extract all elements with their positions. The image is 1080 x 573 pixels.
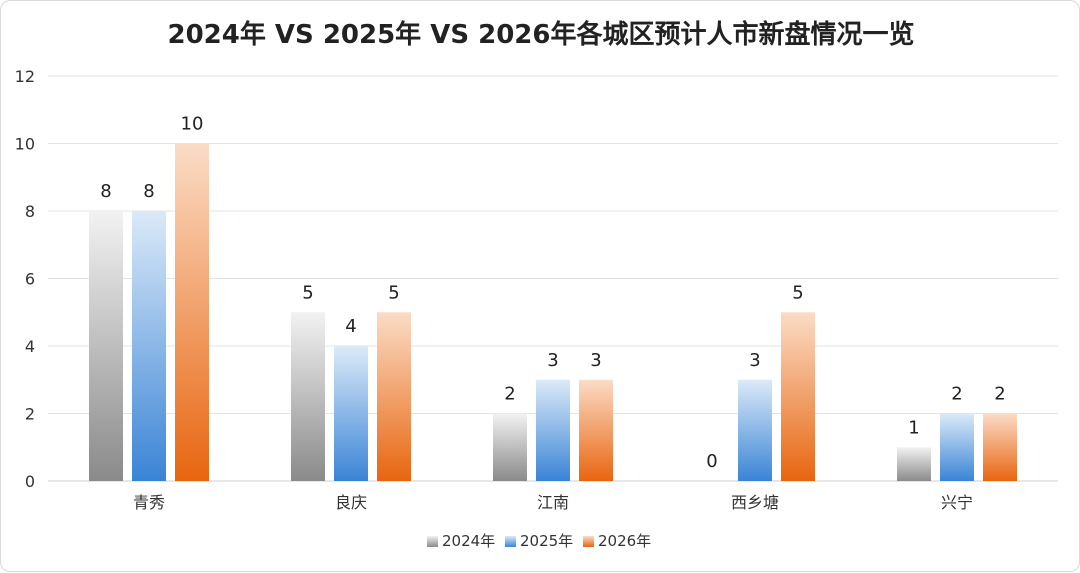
bar-2024年-青秀: [89, 211, 123, 481]
data-label: 2: [951, 384, 962, 405]
data-label: 2: [504, 384, 515, 405]
y-tick-label: 10: [15, 135, 35, 154]
x-axis-categories: 青秀 良庆 江南 西乡塘 兴宁: [133, 493, 973, 512]
bar-2026年-良庆: [377, 312, 411, 481]
legend: 2024年 2025年 2026年: [427, 532, 651, 550]
bar-2025年-良庆: [334, 346, 368, 481]
x-category-label: 江南: [537, 493, 569, 512]
x-category-label: 西乡塘: [731, 493, 779, 512]
legend-label: 2026年: [598, 532, 651, 550]
bar-2025年-青秀: [132, 211, 166, 481]
y-tick-label: 2: [25, 405, 35, 424]
bar-2026年-兴宁: [983, 413, 1017, 481]
data-labels: 8 8 10 5 4 5 2 3 3 0 3 5 1 2 2: [100, 114, 1005, 473]
data-label: 0: [706, 451, 717, 472]
data-label: 5: [302, 282, 313, 303]
data-label: 5: [792, 282, 803, 303]
data-label: 8: [100, 181, 111, 202]
data-label: 4: [345, 316, 356, 337]
data-label: 2: [994, 384, 1005, 405]
x-category-label: 青秀: [133, 493, 165, 512]
bar-2024年-良庆: [291, 312, 325, 481]
bar-2024年-兴宁: [897, 447, 931, 481]
legend-swatch-2025年: [505, 536, 516, 547]
legend-label: 2025年: [520, 532, 573, 550]
y-tick-label: 8: [25, 202, 35, 221]
x-category-label: 良庆: [335, 493, 367, 512]
data-label: 10: [181, 114, 204, 135]
gridlines: [48, 75, 1058, 482]
bar-2024年-江南: [493, 413, 527, 481]
bar-series: [89, 143, 1017, 481]
data-label: 5: [388, 282, 399, 303]
bar-2026年-西乡塘: [781, 312, 815, 481]
legend-label: 2024年: [442, 532, 495, 550]
bar-2025年-江南: [536, 379, 570, 481]
legend-swatch-2024年: [427, 536, 438, 547]
y-tick-label: 6: [25, 270, 35, 289]
x-category-label: 兴宁: [941, 493, 973, 512]
y-tick-label: 0: [25, 472, 35, 491]
bar-2026年-青秀: [175, 143, 209, 481]
bar-2025年-西乡塘: [738, 379, 772, 481]
y-tick-label: 4: [25, 337, 35, 356]
bar-2025年-兴宁: [940, 413, 974, 481]
data-label: 3: [547, 350, 558, 371]
y-tick-label: 12: [15, 67, 35, 86]
legend-swatch-2026年: [583, 536, 594, 547]
chart-title: 2024年 VS 2025年 VS 2026年各城区预计人市新盘情况一览: [168, 19, 915, 50]
data-label: 1: [908, 417, 919, 438]
data-label: 3: [749, 350, 760, 371]
data-label: 8: [143, 181, 154, 202]
bar-2026年-江南: [579, 379, 613, 481]
data-label: 3: [590, 350, 601, 371]
y-axis-ticks: 0 2 4 6 8 10 12: [15, 67, 35, 491]
